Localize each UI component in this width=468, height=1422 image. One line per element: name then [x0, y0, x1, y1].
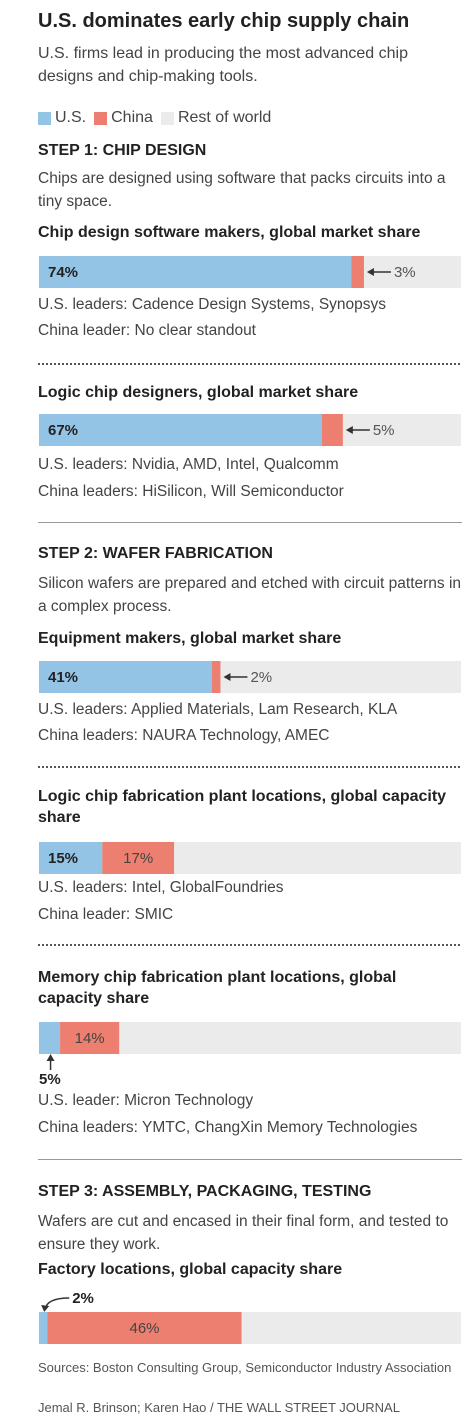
- chart-5-note-us: U.S. leader: Micron Technology: [38, 1092, 254, 1109]
- step-3-description: Wafers are cut and encased in their fina…: [38, 1213, 449, 1253]
- step-2-heading: STEP 2: WAFER FABRICATION: [38, 545, 273, 562]
- bar-china: [321, 414, 343, 446]
- chart-4-note-china: China leader: SMIC: [38, 906, 174, 923]
- sources: Sources: Boston Consulting Group, Semico…: [38, 1360, 452, 1375]
- chart-title: U.S. dominates early chip supply chain: [38, 10, 410, 32]
- bar-us: [39, 1022, 61, 1054]
- section-divider: [38, 1159, 462, 1160]
- step-1-heading: STEP 1: CHIP DESIGN: [38, 142, 207, 159]
- divider: [38, 944, 460, 946]
- arrow-us-head: [41, 1305, 50, 1312]
- step-2-description: Silicon wafers are prepared and etched w…: [38, 575, 462, 615]
- chart-5-title: Memory chip fabrication plant locations,…: [38, 969, 397, 1007]
- legend-label-china: China: [111, 109, 153, 126]
- bar-us: [39, 1312, 48, 1344]
- chart-1-title: Chip design software makers, global mark…: [38, 224, 421, 241]
- chart-2-note-china: China leaders: HiSilicon, Will Semicondu…: [38, 483, 344, 500]
- arrow-us-line: [44, 1297, 70, 1310]
- bar-us: [39, 256, 352, 288]
- step-3-heading: STEP 3: ASSEMBLY, PACKAGING, TESTING: [38, 1183, 372, 1200]
- legend-item-china: China: [94, 109, 153, 127]
- label-china: 3%: [394, 264, 416, 281]
- arrow-us-head: [46, 1054, 55, 1061]
- arrow-china-head: [223, 673, 231, 681]
- legend-swatch-rest: [160, 111, 174, 125]
- chart-2-bar: 67% 5%: [39, 414, 461, 446]
- label-china: 17%: [123, 850, 153, 867]
- bar-us: [39, 661, 213, 693]
- chart-1-note-china: China leader: No clear standout: [38, 322, 256, 339]
- chart-5-bar: 14% 5%: [39, 1022, 461, 1086]
- bar-china: [102, 842, 175, 874]
- legend-item-us: U.S.: [38, 109, 86, 127]
- arrow-china-head: [345, 426, 353, 434]
- label-us: 67%: [48, 422, 78, 439]
- divider: [38, 766, 460, 768]
- divider: [38, 363, 460, 365]
- chart-6-bar: 46% 2%: [39, 1290, 461, 1344]
- chart-4-bar: 15% 17%: [39, 842, 461, 874]
- chart-3-note-china: China leaders: NAURA Technology, AMEC: [38, 727, 330, 744]
- step-1-description: Chips are designed using software that p…: [38, 170, 446, 210]
- chart-4-title: Logic chip fabrication plant locations, …: [38, 788, 447, 826]
- bar-china: [47, 1312, 242, 1344]
- label-china: 46%: [129, 1320, 159, 1337]
- bar-us: [39, 414, 322, 446]
- credit: Jemal R. Brinson; Karen Hao / THE WALL S…: [38, 1400, 400, 1415]
- chart-5-note-china: China leaders: YMTC, ChangXin Memory Tec…: [38, 1119, 418, 1136]
- label-us: 74%: [48, 264, 78, 281]
- chart-3-bar: 41% 2%: [39, 661, 461, 693]
- chart-2-note-us: U.S. leaders: Nvidia, AMD, Intel, Qualco…: [38, 456, 339, 473]
- bar-china: [60, 1022, 120, 1054]
- legend-label-rest: Rest of world: [177, 109, 272, 126]
- label-us: 41%: [48, 669, 78, 686]
- label-china: 14%: [75, 1030, 105, 1047]
- legend: U.S. China Rest of world: [38, 107, 279, 129]
- legend-label-us: U.S.: [55, 109, 87, 126]
- chart-1-bar: 74% 3%: [39, 256, 461, 288]
- legend-item-rest: Rest of world: [160, 109, 272, 127]
- chart-1-note-us: U.S. leaders: Cadence Design Systems, Sy…: [38, 296, 387, 313]
- chart-4-note-us: U.S. leaders: Intel, GlobalFoundries: [38, 879, 284, 896]
- legend-swatch-us: [38, 111, 51, 125]
- label-china: 2%: [250, 669, 272, 686]
- bar-china: [351, 256, 364, 288]
- chart-subtitle: U.S. firms lead in producing the most ad…: [38, 45, 408, 85]
- bar-us: [39, 842, 103, 874]
- label-china: 5%: [373, 422, 395, 439]
- arrow-china-head: [366, 268, 374, 276]
- bar-china: [212, 661, 221, 693]
- section-divider: [38, 522, 462, 523]
- label-us: 15%: [48, 850, 78, 867]
- chart-3-note-us: U.S. leaders: Applied Materials, Lam Res…: [38, 701, 398, 718]
- label-us: 5%: [39, 1071, 61, 1086]
- chart-6-title: Factory locations, global capacity share: [38, 1261, 343, 1278]
- label-us: 2%: [72, 1290, 94, 1307]
- chart-3-title: Equipment makers, global market share: [38, 630, 342, 647]
- legend-swatch-china: [94, 111, 108, 125]
- chart-2-title: Logic chip designers, global market shar…: [38, 384, 359, 401]
